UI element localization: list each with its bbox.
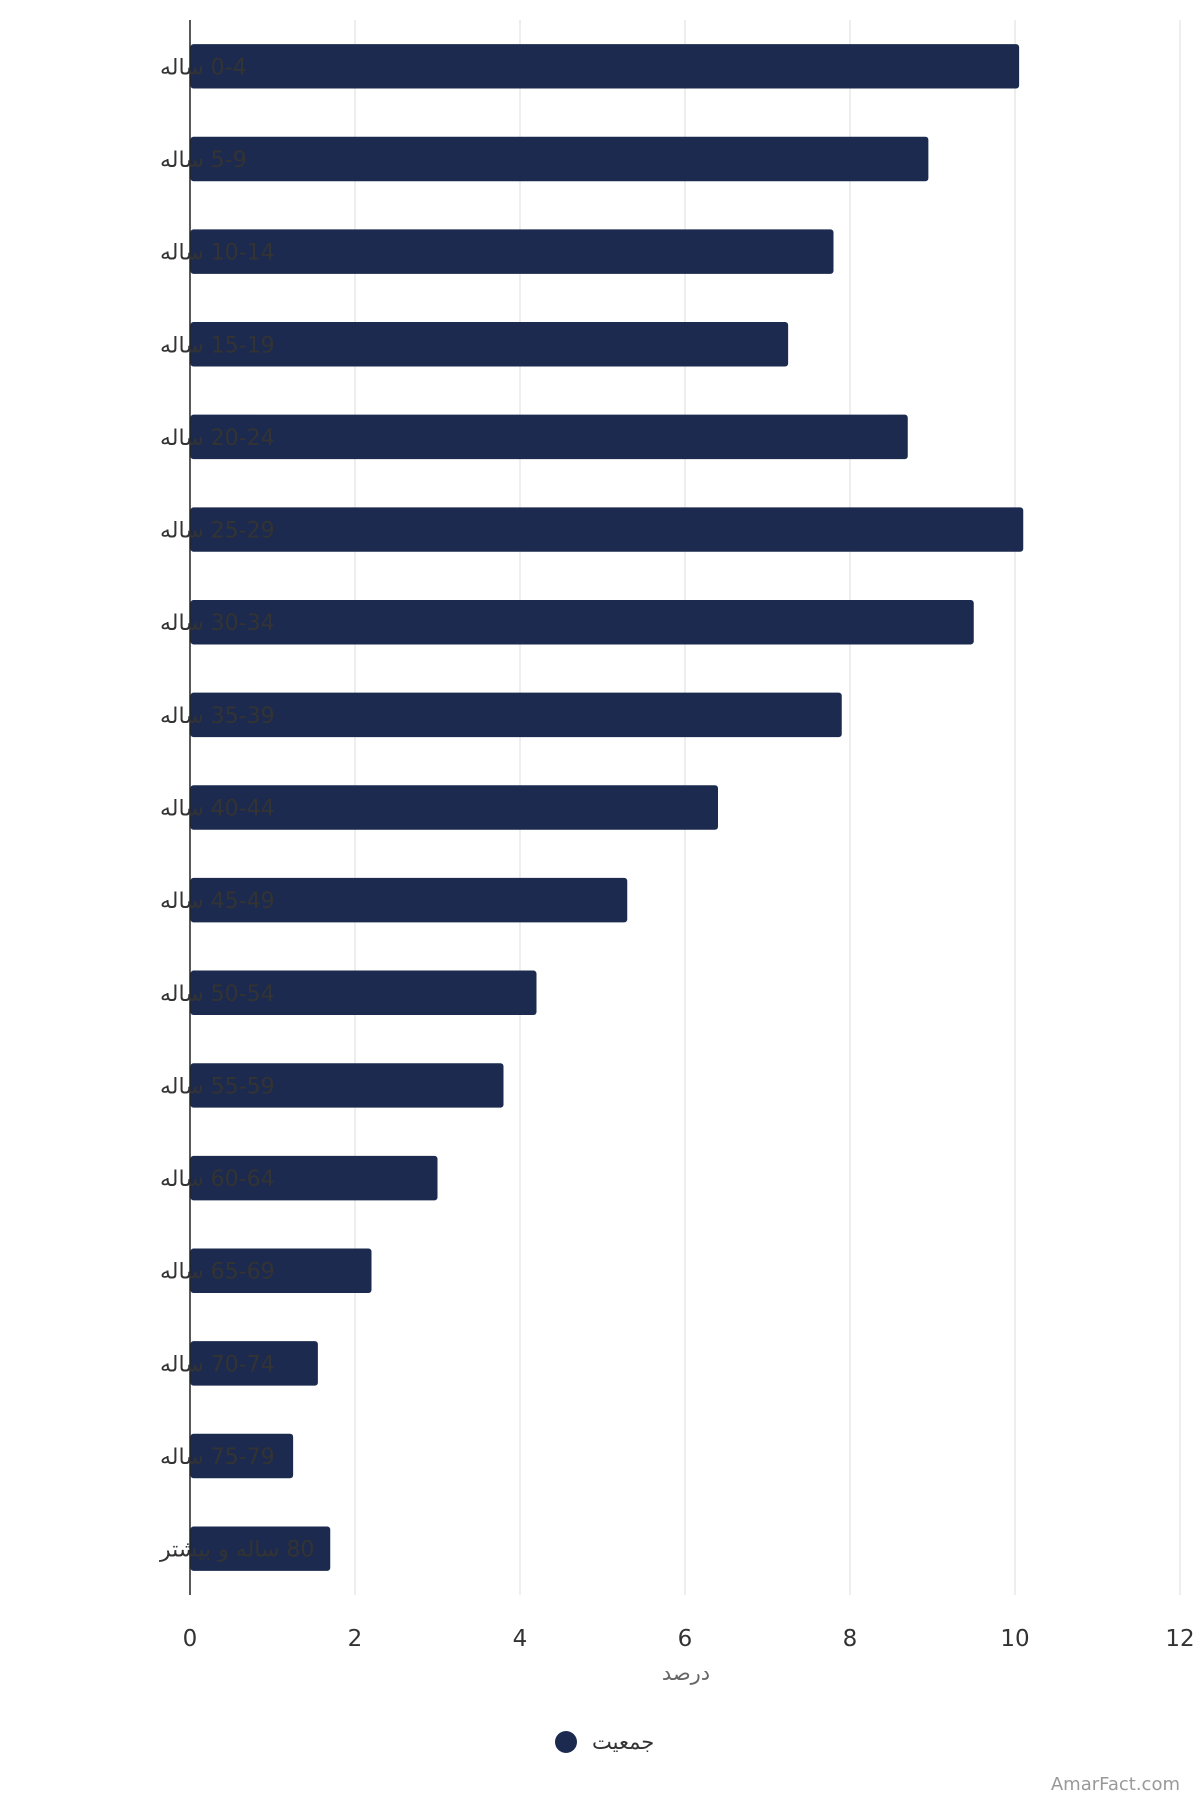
category-label: 10-14 ساله (160, 241, 275, 266)
legend-label: جمعیت (592, 1730, 654, 1754)
bar[interactable] (190, 599, 974, 645)
x-tick-label: 8 (843, 1626, 858, 1652)
category-label: 50-54 ساله (160, 982, 275, 1007)
category-labels: 0-4 ساله 5-9 ساله 10-14 ساله 15-19 ساله 20-2… (159, 55, 314, 1562)
bar[interactable] (190, 692, 842, 738)
bar[interactable] (190, 1526, 331, 1571)
category-label: 55-59 ساله (160, 1074, 275, 1099)
bars (190, 44, 1024, 1571)
category-label: 25-29 ساله (160, 519, 275, 544)
category-label: 40-44 ساله (160, 797, 275, 822)
bar[interactable] (190, 414, 908, 460)
category-label: 80 ساله و بیشتر (159, 1538, 314, 1563)
category-label: 35-39 ساله (160, 704, 275, 729)
bar[interactable] (190, 1248, 372, 1293)
bar[interactable] (190, 229, 834, 274)
watermark: AmarFact.com (1051, 1774, 1180, 1795)
legend[interactable]: جمعیت (555, 1730, 654, 1754)
category-label: 70-74 ساله (160, 1352, 275, 1377)
x-tick-label: 2 (348, 1626, 363, 1652)
bar[interactable] (190, 507, 1024, 552)
category-label: 0-4 ساله (160, 55, 247, 80)
bar[interactable] (190, 1341, 318, 1386)
category-label: 5-9 ساله (160, 148, 247, 173)
x-tick-label: 0 (183, 1626, 198, 1652)
bar[interactable] (190, 877, 628, 923)
x-axis-title: درصد (662, 1661, 710, 1685)
x-tick-label: 6 (678, 1626, 693, 1652)
category-label: 75-79 ساله (160, 1445, 275, 1470)
bar[interactable] (190, 1155, 438, 1201)
category-label: 65-69 ساله (160, 1260, 275, 1285)
bar[interactable] (190, 136, 929, 182)
x-tick-label: 10 (1000, 1626, 1029, 1652)
x-tick-labels: 0 2 4 6 8 10 12 (183, 1626, 1195, 1652)
category-label: 20-24 ساله (160, 426, 275, 451)
bar[interactable] (190, 1433, 294, 1479)
x-tick-label: 12 (1165, 1626, 1194, 1652)
legend-marker (555, 1731, 577, 1753)
bar[interactable] (190, 785, 719, 830)
bar[interactable] (190, 322, 789, 367)
category-label: 15-19 ساله (160, 333, 275, 358)
bar[interactable] (190, 1063, 504, 1108)
x-tick-label: 4 (513, 1626, 528, 1652)
category-label: 60-64 ساله (160, 1167, 275, 1192)
category-label: 30-34 ساله (160, 611, 275, 636)
bar[interactable] (190, 44, 1020, 89)
bar[interactable] (190, 970, 537, 1016)
category-label: 45-49 ساله (160, 889, 275, 914)
